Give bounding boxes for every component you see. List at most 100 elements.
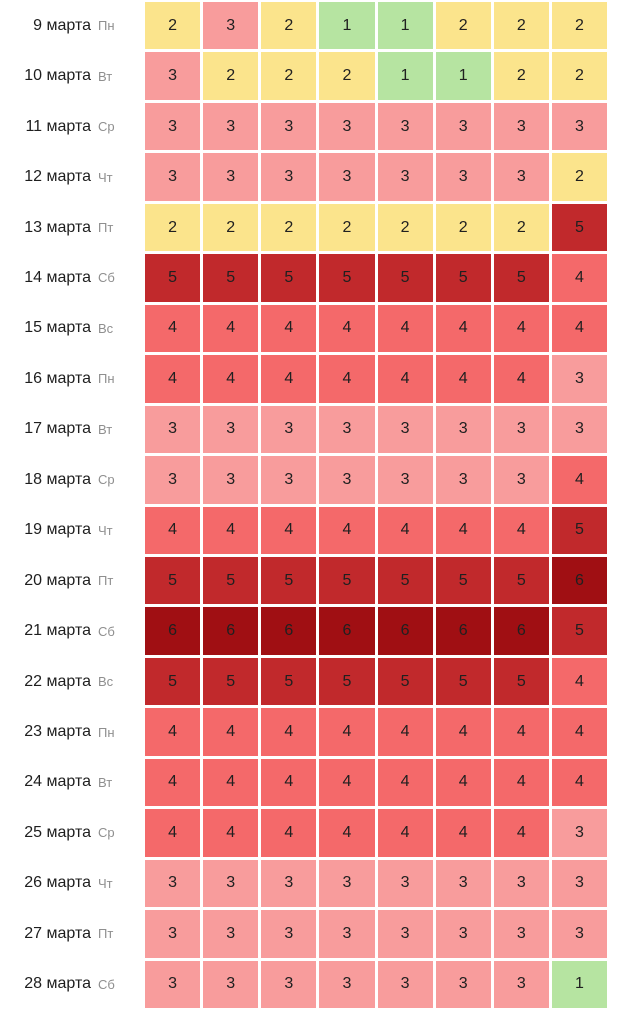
heatmap-cell: 2 bbox=[551, 2, 607, 50]
heatmap-cell: 4 bbox=[551, 254, 607, 302]
heatmap-cell: 3 bbox=[377, 405, 433, 454]
weekday-label: Пн bbox=[98, 18, 115, 34]
heatmap-cell: 4 bbox=[551, 758, 607, 807]
heatmap-cell: 4 bbox=[203, 506, 259, 554]
heatmap-cell: 4 bbox=[145, 355, 201, 403]
date-label: 19 марта bbox=[24, 521, 91, 539]
heatmap-cell: 5 bbox=[203, 556, 259, 605]
heatmap-cell: 6 bbox=[319, 607, 375, 655]
heatmap-cell: 4 bbox=[435, 506, 491, 554]
heatmap-cell: 4 bbox=[319, 758, 375, 807]
table-row: 28 марта Сб 3 3 3 3 3 3 3 1 bbox=[0, 960, 607, 1008]
row-label: 28 марта Сб bbox=[0, 961, 142, 1008]
table-row: 18 марта Ср 3 3 3 3 3 3 3 4 bbox=[0, 456, 607, 504]
heatmap-cell: 4 bbox=[203, 304, 259, 353]
heatmap-cell: 3 bbox=[261, 153, 317, 201]
table-row: 24 марта Вт 4 4 4 4 4 4 4 4 bbox=[0, 758, 607, 807]
weekday-label: Пт bbox=[98, 220, 114, 236]
row-label: 24 марта Вт bbox=[0, 759, 142, 806]
heatmap-cell: 4 bbox=[145, 506, 201, 554]
heatmap-cell: 5 bbox=[261, 657, 317, 706]
heatmap-cell: 4 bbox=[203, 809, 259, 857]
heatmap-cell: 5 bbox=[493, 657, 549, 706]
heatmap-cell: 5 bbox=[435, 556, 491, 605]
date-label: 13 марта bbox=[24, 218, 91, 236]
weekday-label: Вс bbox=[98, 674, 114, 690]
heatmap-cell: 3 bbox=[203, 859, 259, 908]
heatmap-cell: 2 bbox=[145, 2, 201, 50]
heatmap-cell: 4 bbox=[377, 809, 433, 857]
row-label: 10 марта Вт bbox=[0, 52, 142, 99]
heatmap-cell: 4 bbox=[203, 758, 259, 807]
heatmap-cell: 5 bbox=[551, 203, 607, 252]
heatmap-cell: 3 bbox=[377, 153, 433, 201]
heatmap-cell: 4 bbox=[319, 506, 375, 554]
heatmap-cell: 3 bbox=[319, 102, 375, 151]
heatmap-cell: 1 bbox=[435, 52, 491, 100]
heatmap-cell: 2 bbox=[493, 2, 549, 50]
heatmap-cell: 4 bbox=[145, 809, 201, 857]
table-row: 14 марта Сб 5 5 5 5 5 5 5 4 bbox=[0, 254, 607, 302]
heatmap-cell: 4 bbox=[319, 708, 375, 756]
heatmap-cell: 4 bbox=[261, 355, 317, 403]
heatmap-cell: 6 bbox=[435, 607, 491, 655]
heatmap-cell: 4 bbox=[261, 758, 317, 807]
weekday-label: Вт bbox=[98, 421, 113, 437]
heatmap-cell: 3 bbox=[377, 910, 433, 958]
heatmap-cell: 3 bbox=[203, 405, 259, 454]
row-label: 12 марта Чт bbox=[0, 153, 142, 200]
heatmap-cell: 3 bbox=[377, 960, 433, 1008]
row-label: 15 марта Вс bbox=[0, 305, 142, 352]
heatmap-cell: 6 bbox=[261, 607, 317, 655]
heatmap-cell: 3 bbox=[435, 153, 491, 201]
heatmap-cell: 3 bbox=[203, 102, 259, 151]
heatmap-cell: 2 bbox=[435, 2, 491, 50]
date-label: 18 марта bbox=[24, 470, 91, 488]
heatmap-cell: 3 bbox=[261, 960, 317, 1008]
heatmap-cell: 3 bbox=[493, 405, 549, 454]
heatmap-cell: 4 bbox=[261, 304, 317, 353]
date-label: 28 марта bbox=[24, 975, 91, 993]
heatmap-cell: 3 bbox=[493, 960, 549, 1008]
row-label: 18 марта Ср bbox=[0, 456, 142, 503]
row-label: 17 марта Вт bbox=[0, 406, 142, 453]
date-label: 11 марта bbox=[25, 117, 91, 135]
heatmap-cell: 4 bbox=[435, 304, 491, 353]
table-row: 12 марта Чт 3 3 3 3 3 3 3 2 bbox=[0, 153, 607, 201]
table-row: 27 марта Пт 3 3 3 3 3 3 3 3 bbox=[0, 910, 607, 958]
weekday-label: Сб bbox=[98, 270, 115, 286]
heatmap-cell: 5 bbox=[145, 657, 201, 706]
weekday-label: Вт bbox=[98, 774, 113, 790]
heatmap-cell: 4 bbox=[145, 708, 201, 756]
date-label: 21 марта bbox=[24, 622, 91, 640]
date-label: 24 марта bbox=[24, 773, 91, 791]
heatmap-cell: 3 bbox=[435, 405, 491, 454]
heatmap-cell: 3 bbox=[145, 910, 201, 958]
weekday-label: Ср bbox=[98, 825, 115, 841]
heatmap-cell: 4 bbox=[319, 355, 375, 403]
heatmap-cell: 6 bbox=[145, 607, 201, 655]
heatmap-cell: 3 bbox=[145, 960, 201, 1008]
heatmap-cell: 5 bbox=[145, 254, 201, 302]
heatmap-cell: 3 bbox=[261, 910, 317, 958]
heatmap-cell: 3 bbox=[319, 153, 375, 201]
heatmap-cell: 3 bbox=[377, 859, 433, 908]
row-label: 16 марта Пн bbox=[0, 355, 142, 402]
table-row: 10 марта Вт 3 2 2 2 1 1 2 2 bbox=[0, 52, 607, 100]
heatmap-cell: 4 bbox=[377, 708, 433, 756]
heatmap-cell: 2 bbox=[261, 203, 317, 252]
row-label: 20 марта Пт bbox=[0, 557, 142, 604]
heatmap-cell: 3 bbox=[203, 910, 259, 958]
heatmap-cell: 3 bbox=[435, 102, 491, 151]
date-label: 26 марта bbox=[24, 874, 91, 892]
heatmap-cell: 3 bbox=[319, 405, 375, 454]
table-row: 21 марта Сб 6 6 6 6 6 6 6 5 bbox=[0, 607, 607, 655]
table-row: 11 марта Ср 3 3 3 3 3 3 3 3 bbox=[0, 102, 607, 151]
heatmap-cell: 4 bbox=[145, 758, 201, 807]
heatmap-cell: 5 bbox=[261, 254, 317, 302]
table-row: 25 марта Ср 4 4 4 4 4 4 4 3 bbox=[0, 809, 607, 857]
heatmap-cell: 3 bbox=[551, 910, 607, 958]
row-label: 23 марта Пн bbox=[0, 708, 142, 755]
heatmap-cell: 3 bbox=[145, 405, 201, 454]
row-label: 11 марта Ср bbox=[0, 103, 142, 150]
